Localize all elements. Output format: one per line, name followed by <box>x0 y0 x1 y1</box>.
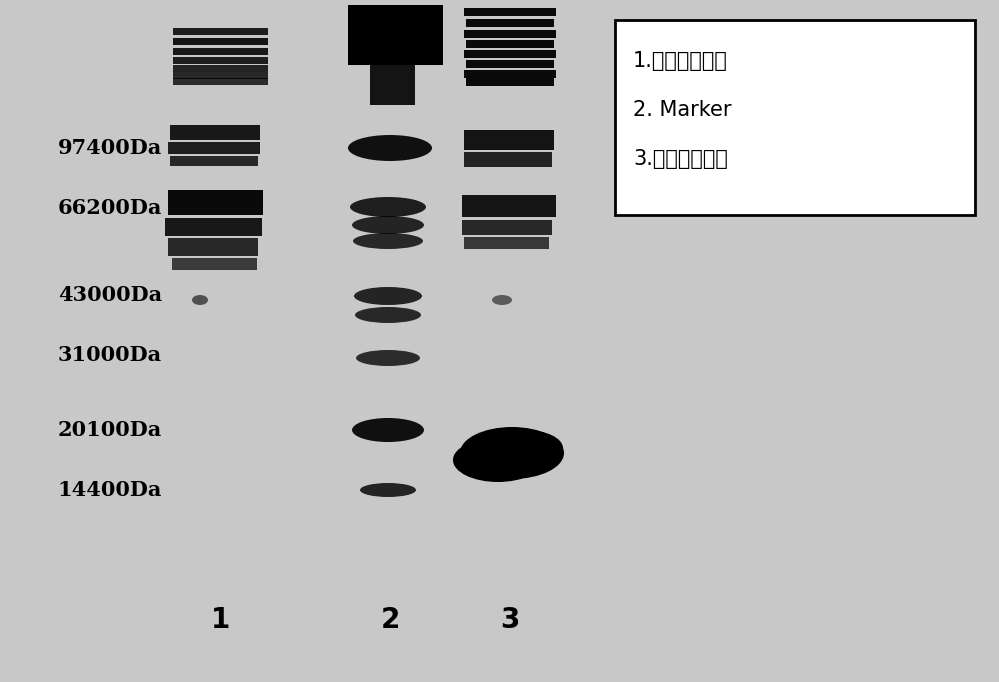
Ellipse shape <box>453 438 543 482</box>
Ellipse shape <box>355 307 421 323</box>
Bar <box>173 78 268 85</box>
Bar <box>173 65 268 72</box>
Ellipse shape <box>353 233 423 249</box>
Bar <box>464 30 556 38</box>
Bar <box>173 38 268 45</box>
Ellipse shape <box>356 350 420 366</box>
Bar <box>464 152 552 167</box>
Ellipse shape <box>492 295 512 305</box>
Ellipse shape <box>348 135 432 161</box>
Bar <box>168 142 260 154</box>
Bar <box>170 125 260 140</box>
Text: 66200Da: 66200Da <box>58 198 162 218</box>
Bar <box>173 57 268 64</box>
Text: 43000Da: 43000Da <box>58 285 162 305</box>
Bar <box>464 70 556 78</box>
Ellipse shape <box>192 295 208 305</box>
Bar <box>464 130 554 150</box>
Bar <box>173 48 268 55</box>
Bar <box>168 238 258 256</box>
Bar <box>462 195 556 217</box>
Bar <box>173 28 268 35</box>
Bar <box>615 20 975 215</box>
Bar <box>168 190 263 215</box>
Bar <box>464 8 556 16</box>
Bar <box>466 19 554 27</box>
Bar <box>464 237 549 249</box>
Text: 3: 3 <box>500 606 519 634</box>
Text: 97400Da: 97400Da <box>58 138 162 158</box>
Text: 1.工程菌诱导前: 1.工程菌诱导前 <box>633 51 728 72</box>
Bar <box>462 220 552 235</box>
Bar <box>173 72 268 79</box>
Bar <box>165 218 262 236</box>
Ellipse shape <box>360 483 416 497</box>
Text: 14400Da: 14400Da <box>58 480 162 500</box>
Ellipse shape <box>354 287 422 305</box>
Ellipse shape <box>487 430 563 466</box>
Bar <box>466 40 554 48</box>
Text: 20100Da: 20100Da <box>58 420 162 440</box>
Bar <box>170 156 258 166</box>
Ellipse shape <box>352 216 424 234</box>
Ellipse shape <box>350 197 426 217</box>
Bar <box>464 50 556 58</box>
Text: 2: 2 <box>381 606 400 634</box>
Bar <box>466 78 554 86</box>
Text: 1: 1 <box>211 606 230 634</box>
Ellipse shape <box>460 427 564 479</box>
Bar <box>466 60 554 68</box>
Text: 3.工程菌诱导后: 3.工程菌诱导后 <box>633 149 728 169</box>
Text: 31000Da: 31000Da <box>58 345 162 365</box>
Bar <box>172 258 257 270</box>
Bar <box>370 65 415 105</box>
Bar <box>348 5 443 65</box>
Ellipse shape <box>352 418 424 442</box>
Text: 2. Marker: 2. Marker <box>633 100 731 120</box>
